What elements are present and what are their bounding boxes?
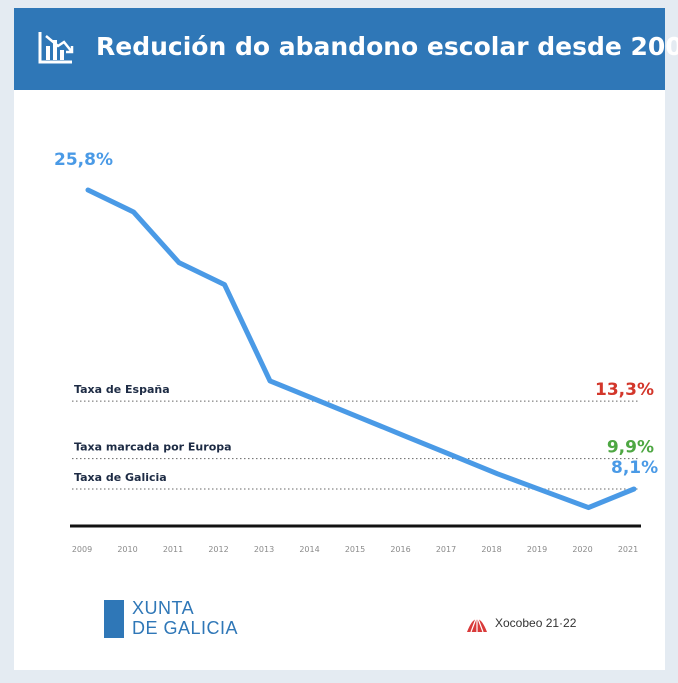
xocobeo-text: Xocobeo 21·22 (495, 616, 577, 630)
reference-lines: Taxa de España 13,3% Taxa marcada por Euro… (72, 380, 654, 490)
xocobeo-logo: Xocobeo 21·22 (465, 612, 576, 634)
xunta-logo: XUNTA DE GALICIA (132, 598, 238, 638)
chart-decline-icon (38, 32, 74, 64)
page-title: Redución do abandono escolar desde 2009 (96, 32, 678, 61)
end-value-label: 8,1% (611, 458, 658, 478)
x-tick-label: 2017 (436, 545, 456, 554)
start-value-label: 25,8% (54, 150, 113, 170)
reference-label: Taxa de España (74, 383, 170, 396)
xocobeo-shell-icon (467, 615, 487, 633)
series-line (85, 187, 637, 511)
x-tick-label: 2020 (572, 545, 592, 554)
x-tick-label: 2011 (163, 545, 183, 554)
infographic-card: Redución do abandono escolar desde 2009 (14, 8, 678, 670)
reference-label: Taxa marcada por Europa (74, 441, 232, 454)
x-tick-label: 2018 (481, 545, 501, 554)
x-tick-label: 2021 (618, 545, 638, 554)
reference-value: 9,9% (607, 438, 654, 458)
reference-value: 13,3% (595, 380, 654, 400)
x-tick-label: 2010 (117, 545, 137, 554)
x-tick-label: 2015 (345, 545, 365, 554)
xunta-line2: DE GALICIA (132, 618, 239, 638)
x-tick-label: 2012 (208, 545, 228, 554)
reference-label: Taxa de Galicia (74, 471, 167, 484)
x-tick-label: 2013 (254, 545, 274, 554)
xunta-line1: XUNTA (132, 598, 195, 618)
header-banner: Redución do abandono escolar desde 2009 (14, 8, 678, 90)
x-tick-label: 2009 (72, 545, 92, 554)
x-tick-label: 2014 (299, 545, 319, 554)
x-tick-label: 2019 (527, 545, 547, 554)
series-polyline (85, 187, 637, 511)
x-ticks: 2009 2010 2011 2012 2013 2014 2015 2016 2017 2018… (72, 545, 638, 554)
x-tick-label: 2016 (390, 545, 410, 554)
xunta-emblem-icon (104, 600, 124, 638)
